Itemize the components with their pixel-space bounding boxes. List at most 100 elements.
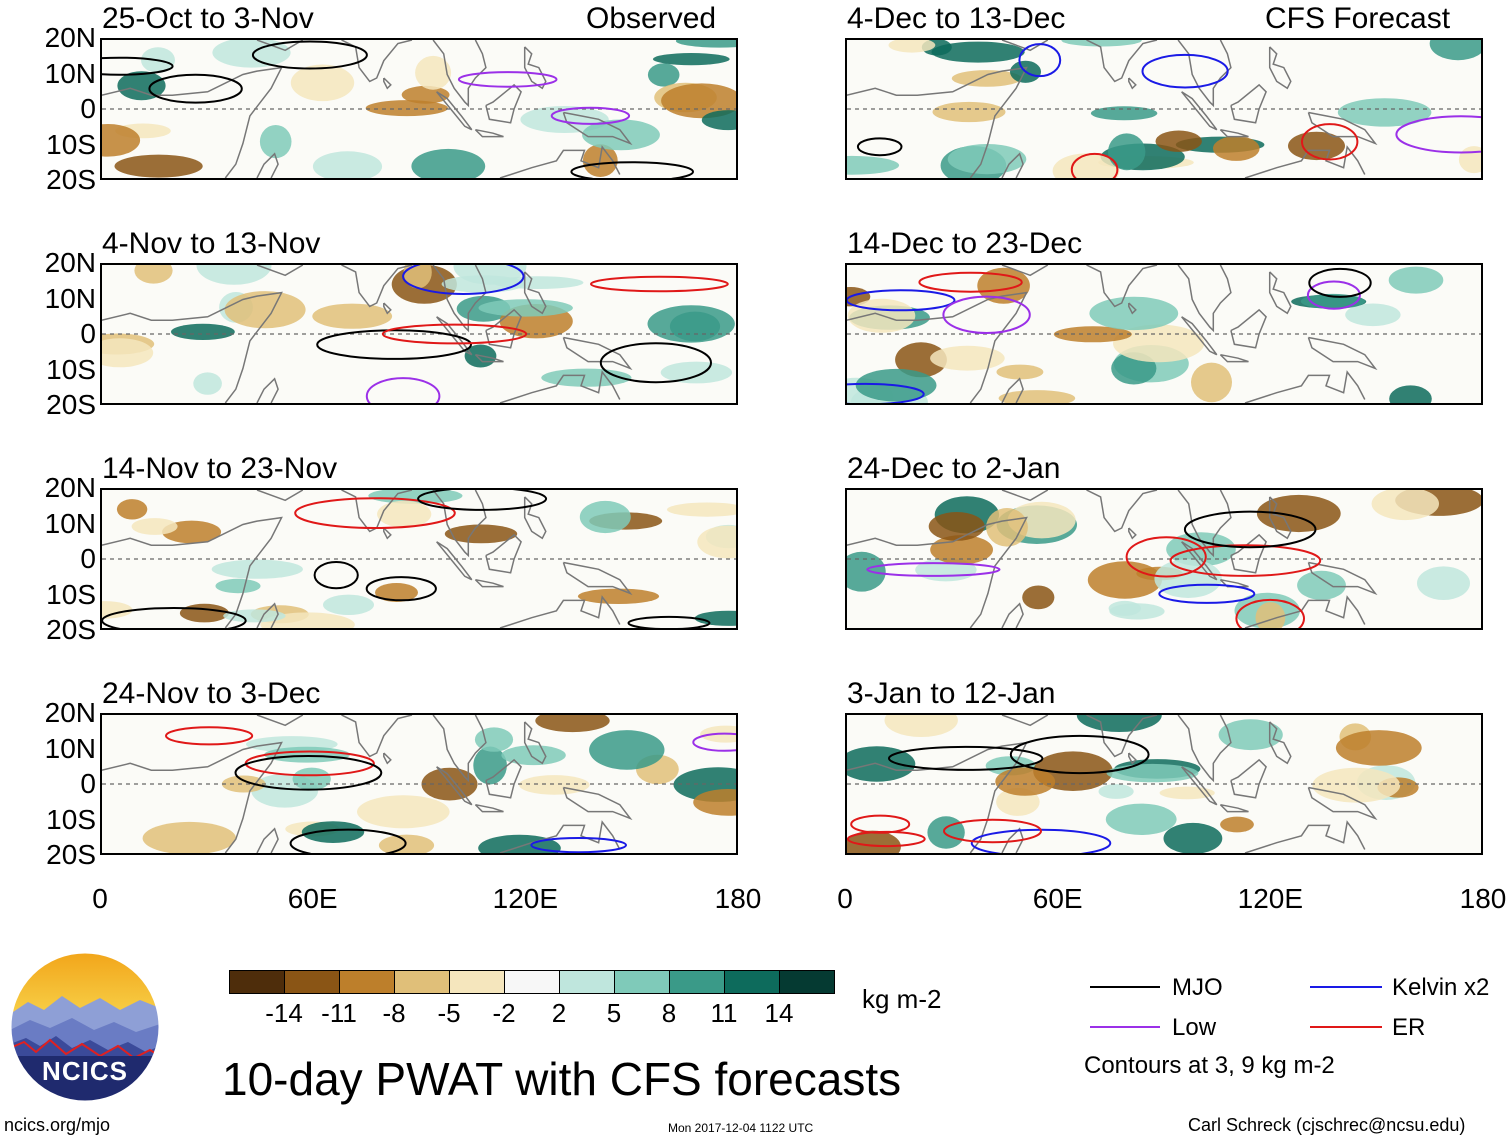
coastline (341, 715, 413, 758)
legend-label-kelvin: Kelvin x2 (1392, 974, 1490, 1001)
lat-tick-label: 10S (46, 128, 96, 160)
anomaly-blob (365, 100, 448, 117)
anomaly-blob (411, 148, 486, 178)
anomaly-blob (535, 715, 610, 733)
colorbar-tick-label: -14 (265, 998, 303, 1028)
coastline (1268, 271, 1292, 315)
anomaly-blob (1155, 130, 1202, 152)
anomaly-blob (179, 603, 229, 623)
anomaly-blob (473, 746, 507, 785)
coastline (102, 516, 283, 628)
anomaly-blob (474, 727, 514, 752)
coastline (341, 490, 413, 533)
anomaly-blob (478, 299, 573, 317)
column-label-forecast: CFS Forecast (1265, 2, 1451, 35)
panel-title: 25-Oct to 3-Nov (102, 2, 314, 35)
anomaly-blob (1090, 106, 1158, 121)
logo-text: NCICS (42, 1056, 128, 1086)
wave-contour (417, 490, 548, 511)
coastline (1307, 786, 1378, 821)
anomaly-blob (1220, 816, 1254, 833)
colorbar-swatch (614, 970, 670, 994)
anomaly-blob (520, 106, 609, 133)
legend-line-low (1090, 1026, 1160, 1028)
anomaly-blob (1458, 146, 1481, 174)
coastline (1001, 490, 1049, 502)
legend-line-er (1310, 1026, 1382, 1028)
coastline (1181, 316, 1218, 356)
coastline (1268, 496, 1292, 540)
wave-contour (1306, 280, 1361, 310)
lat-tick-label: 10S (46, 578, 96, 610)
coastline (485, 533, 522, 574)
colorbar-swatch (229, 970, 285, 994)
legend-label-mjo: MJO (1172, 974, 1223, 1001)
lat-tick-label: 20N (44, 22, 96, 53)
coastline (523, 721, 547, 765)
coastline (1001, 152, 1024, 178)
coastline (432, 40, 487, 108)
lon-tick-label: 0 (92, 883, 108, 914)
coastline (1244, 145, 1366, 178)
coastline (256, 152, 279, 178)
coastline (1001, 265, 1049, 277)
anomaly-blob (290, 64, 355, 102)
colorbar-tick-label: 14 (764, 998, 794, 1028)
anomaly-blob (930, 345, 1005, 371)
anomaly-blob (847, 551, 886, 592)
anomaly-blob (647, 305, 735, 343)
coastline (102, 291, 283, 403)
colorbar-swatch (394, 970, 450, 994)
coastline (383, 302, 392, 315)
coastline (436, 541, 473, 581)
panel-title: 14-Nov to 23-Nov (102, 452, 338, 485)
anomaly-blob (694, 610, 736, 626)
coastline (256, 827, 279, 853)
coastline (1307, 336, 1378, 371)
anomaly-blob (660, 361, 733, 384)
lat-tick-label: 0 (80, 543, 96, 574)
anomaly-blob (1335, 730, 1422, 766)
anomaly-blob (697, 525, 736, 559)
lat-tick-label: 20S (46, 164, 96, 195)
wave-contour (599, 342, 713, 384)
coastline (256, 602, 279, 628)
colorbar-swatch (779, 970, 835, 994)
colorbar-swatch (559, 970, 615, 994)
anomaly-blob (134, 265, 173, 284)
coastline (1001, 602, 1024, 628)
anomaly-blob (1297, 570, 1346, 600)
panel-title: 24-Dec to 2-Jan (847, 452, 1061, 485)
coastline (1268, 46, 1292, 90)
map-panel (845, 488, 1483, 630)
coastline (432, 715, 487, 783)
colorbar-swatch (669, 970, 725, 994)
lon-tick-label: 120E (1237, 883, 1304, 914)
colorbar-tick-label: 11 (710, 998, 738, 1028)
panel-title: 14-Dec to 23-Dec (847, 227, 1083, 260)
anomaly-blob (1371, 490, 1439, 521)
coastline (847, 66, 1028, 178)
lon-tick-label: 60E (1032, 883, 1083, 914)
lon-tick-label: 180 (714, 883, 762, 914)
coastline (485, 83, 522, 124)
lat-tick-label: 10N (44, 732, 96, 764)
anomaly-blob (1061, 40, 1142, 47)
coastline (1086, 40, 1158, 83)
wave-contour (856, 137, 903, 157)
wave-contour (1070, 152, 1119, 178)
anomaly-blob (895, 342, 947, 378)
anomaly-blob (1109, 603, 1165, 620)
anomaly-blob (519, 775, 590, 795)
anomaly-blob (647, 63, 680, 87)
coastline (432, 490, 487, 558)
wave-contour (1018, 43, 1062, 78)
anomaly-blob (212, 40, 291, 68)
anomaly-blob (1087, 561, 1162, 599)
site-link[interactable]: ncics.org/mjo (4, 1115, 111, 1135)
coastline (562, 561, 633, 596)
coastline (256, 377, 279, 403)
chart-title: 10-day PWAT with CFS forecasts (222, 1053, 902, 1105)
timestamp: Mon 2017-12-04 1122 UTC (668, 1121, 814, 1135)
wave-contour (289, 828, 407, 853)
